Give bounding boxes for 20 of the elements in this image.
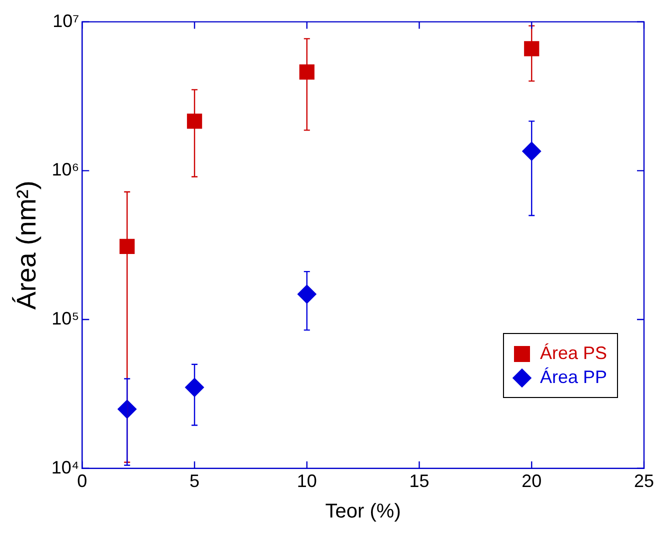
point bbox=[299, 64, 314, 80]
legend-label: Área PS bbox=[540, 343, 607, 364]
y-tick-label: 10⁴ bbox=[51, 457, 80, 478]
x-tick-label: 20 bbox=[522, 471, 542, 492]
x-tick-label: 10 bbox=[296, 471, 317, 492]
y-tick-label: 10⁶ bbox=[52, 160, 80, 180]
y-tick-label: 10⁵ bbox=[52, 308, 80, 328]
x-tick-label: 5 bbox=[190, 471, 200, 492]
point bbox=[120, 238, 135, 254]
point bbox=[186, 114, 202, 129]
x-tick-label: 0 bbox=[77, 471, 88, 492]
x-axis-title: Teor (%) bbox=[325, 500, 401, 523]
legend-label: Área PP bbox=[540, 367, 607, 388]
point bbox=[522, 142, 542, 161]
point bbox=[524, 41, 540, 56]
point bbox=[185, 378, 204, 397]
x-tick-label: 15 bbox=[409, 471, 430, 492]
y-axis-title: Área (nm²) bbox=[12, 180, 42, 310]
y-tick-label: 10⁷ bbox=[52, 10, 80, 31]
x-tick-label: 25 bbox=[634, 471, 654, 492]
